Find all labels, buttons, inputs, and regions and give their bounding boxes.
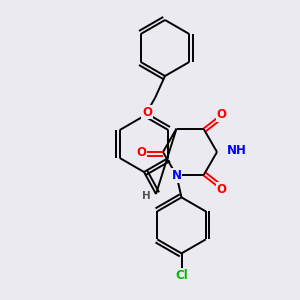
Text: O: O <box>136 146 146 158</box>
Text: Cl: Cl <box>175 269 188 282</box>
Text: N: N <box>172 169 182 182</box>
Text: O: O <box>217 183 226 196</box>
Text: NH: NH <box>227 143 247 157</box>
Text: H: H <box>142 191 150 201</box>
Text: O: O <box>217 108 226 121</box>
Text: O: O <box>142 106 152 118</box>
